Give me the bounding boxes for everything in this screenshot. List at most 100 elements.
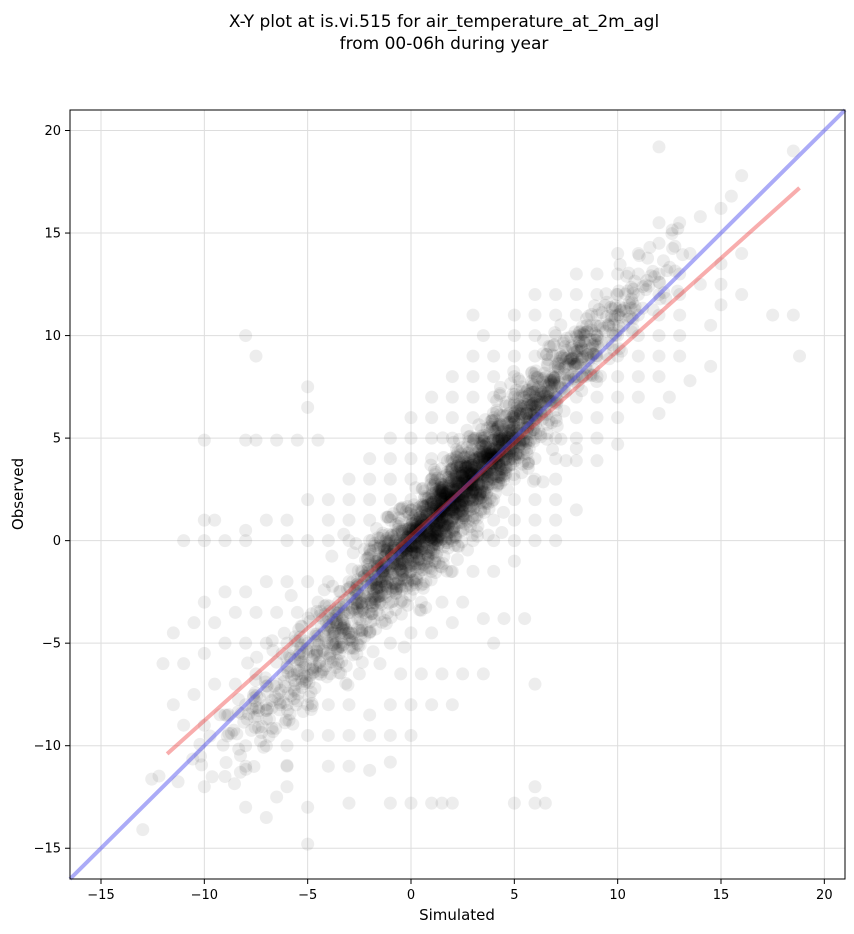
- data-point: [535, 408, 549, 422]
- data-point: [427, 505, 441, 519]
- data-point: [363, 452, 377, 466]
- data-point: [507, 796, 521, 810]
- data-point: [483, 446, 497, 460]
- data-point: [465, 487, 479, 501]
- data-point: [410, 513, 424, 527]
- data-point: [405, 508, 419, 522]
- data-point: [442, 502, 456, 516]
- data-point: [492, 432, 506, 446]
- data-point: [673, 288, 687, 302]
- data-point: [403, 521, 417, 535]
- data-point: [494, 418, 508, 432]
- data-point: [549, 411, 563, 425]
- data-point: [435, 507, 449, 521]
- data-point: [433, 507, 447, 521]
- data-point: [433, 515, 447, 529]
- data-point: [373, 595, 387, 609]
- data-point: [467, 471, 481, 485]
- data-point: [403, 588, 417, 602]
- data-point: [407, 531, 421, 545]
- data-point: [528, 413, 542, 427]
- data-point: [338, 626, 352, 640]
- data-point: [375, 562, 389, 576]
- data-point: [496, 505, 510, 519]
- data-point: [414, 595, 428, 609]
- data-point: [363, 534, 377, 548]
- data-point: [369, 577, 383, 591]
- data-point: [462, 459, 476, 473]
- data-point: [399, 542, 413, 556]
- data-point: [465, 443, 479, 457]
- data-point: [542, 389, 556, 403]
- data-point: [430, 545, 444, 559]
- data-point: [557, 367, 571, 381]
- data-point: [450, 459, 464, 473]
- data-point: [472, 458, 486, 472]
- data-point: [434, 492, 448, 506]
- data-point: [524, 424, 538, 438]
- data-point: [477, 451, 491, 465]
- data-point: [406, 582, 420, 596]
- data-point: [399, 505, 413, 519]
- data-point: [435, 509, 449, 523]
- data-point: [239, 636, 253, 650]
- data-point: [412, 540, 426, 554]
- data-point: [448, 490, 462, 504]
- data-point: [528, 418, 542, 432]
- data-point: [498, 447, 512, 461]
- data-point: [385, 595, 399, 609]
- data-point: [383, 564, 397, 578]
- data-point: [549, 472, 563, 486]
- data-point: [454, 476, 468, 490]
- data-point: [328, 613, 342, 627]
- data-point: [455, 469, 469, 483]
- data-point: [543, 373, 557, 387]
- data-point: [477, 477, 491, 491]
- data-point: [507, 349, 521, 363]
- data-point: [468, 460, 482, 474]
- data-point: [527, 393, 541, 407]
- data-point: [520, 413, 534, 427]
- data-point: [406, 541, 420, 555]
- data-point: [486, 422, 500, 436]
- data-point: [455, 497, 469, 511]
- data-point: [430, 534, 444, 548]
- data-point: [426, 521, 440, 535]
- data-point: [502, 434, 516, 448]
- data-point: [453, 512, 467, 526]
- data-point: [490, 470, 504, 484]
- data-point: [540, 432, 554, 446]
- data-point: [485, 447, 499, 461]
- data-point: [228, 605, 242, 619]
- data-point: [405, 539, 419, 553]
- data-point: [371, 590, 385, 604]
- data-point: [424, 530, 438, 544]
- data-point: [466, 458, 480, 472]
- data-point: [379, 545, 393, 559]
- data-point: [477, 450, 491, 464]
- data-point: [483, 442, 497, 456]
- data-point: [502, 447, 516, 461]
- data-point: [499, 452, 513, 466]
- data-point: [652, 370, 666, 384]
- data-point: [407, 556, 421, 570]
- data-point: [369, 593, 383, 607]
- data-point: [469, 485, 483, 499]
- data-point: [457, 450, 471, 464]
- data-point: [475, 460, 489, 474]
- data-point: [483, 452, 497, 466]
- data-point: [427, 533, 441, 547]
- data-point: [455, 482, 469, 496]
- data-point: [415, 508, 429, 522]
- data-point: [407, 498, 421, 512]
- data-point: [474, 447, 488, 461]
- data-point: [492, 453, 506, 467]
- data-point: [547, 372, 561, 386]
- data-point: [430, 507, 444, 521]
- data-point: [422, 532, 436, 546]
- data-point: [481, 456, 495, 470]
- data-point: [450, 490, 464, 504]
- data-point: [363, 626, 377, 640]
- data-point: [465, 478, 479, 492]
- data-point: [571, 378, 585, 392]
